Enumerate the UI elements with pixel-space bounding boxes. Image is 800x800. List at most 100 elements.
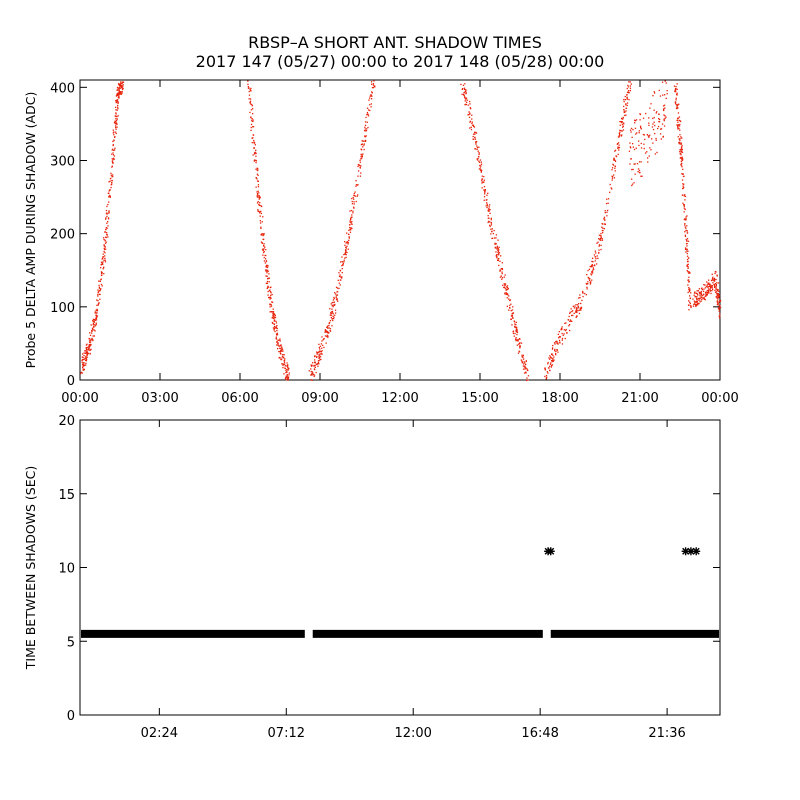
amp-point: [104, 246, 106, 248]
amp-point: [686, 260, 689, 263]
amp-point: [515, 340, 517, 342]
amp-point: [638, 140, 640, 142]
amp-point: [578, 312, 581, 315]
amp-point: [554, 350, 556, 352]
amp-point: [618, 135, 620, 137]
amp-point: [332, 301, 334, 304]
amp-point: [340, 276, 342, 278]
amp-point: [601, 239, 604, 241]
bottom-plot-frame: [79, 419, 721, 716]
amp-point: [511, 315, 513, 317]
amp-point: [712, 276, 714, 278]
amp-point: [649, 107, 651, 109]
amp-point: [686, 258, 689, 261]
amp-point: [112, 154, 115, 156]
top-y-axis-label: Probe 5 DELTA AMP DURING SHADOW (ADC): [23, 92, 38, 369]
amp-point: [491, 228, 493, 230]
amp-point: [116, 93, 119, 96]
amp-point: [93, 325, 95, 328]
amp-point: [120, 85, 122, 87]
amp-point: [267, 286, 269, 288]
amp-point: [501, 271, 503, 273]
amp-point: [475, 143, 477, 145]
amp-point: [104, 252, 106, 254]
amp-point: [324, 329, 327, 331]
amp-point: [588, 268, 591, 270]
amp-point: [112, 152, 114, 154]
amp-point: [657, 125, 660, 128]
amp-point: [616, 143, 618, 145]
amp-point: [588, 276, 590, 279]
amp-point: [82, 367, 84, 369]
amp-point: [719, 300, 721, 302]
amp-point: [266, 287, 269, 289]
amp-point: [524, 362, 526, 364]
amp-point: [612, 163, 614, 165]
amp-point: [471, 122, 473, 125]
amp-point: [272, 311, 275, 313]
amp-point: [316, 355, 318, 358]
amp-point: [638, 161, 641, 163]
amp-point: [589, 265, 591, 268]
amp-point: [468, 116, 471, 118]
amp-point: [677, 125, 679, 127]
amp-point: [504, 287, 506, 289]
amp-point: [685, 238, 687, 241]
amp-point: [497, 239, 499, 241]
amp-point: [711, 285, 713, 287]
amp-point: [96, 316, 98, 318]
amp-point: [97, 291, 99, 294]
amp-point: [371, 92, 373, 94]
amp-point: [267, 285, 269, 287]
amp-point: [621, 122, 623, 124]
amp-point: [276, 332, 278, 334]
amp-point: [81, 359, 83, 361]
amp-point: [579, 307, 581, 309]
amp-point: [718, 300, 721, 302]
amp-point: [501, 277, 504, 279]
amp-point: [685, 229, 687, 232]
amp-point: [708, 283, 710, 285]
amp-point: [337, 291, 339, 293]
amp-point: [343, 253, 345, 256]
amp-point: [319, 350, 321, 352]
amp-point: [569, 311, 571, 313]
amp-point: [713, 284, 716, 286]
amp-point: [371, 87, 374, 89]
amp-point: [276, 341, 278, 343]
amp-point: [481, 182, 483, 184]
amp-point: [366, 128, 368, 130]
amp-point: [342, 262, 344, 265]
amp-point: [515, 330, 517, 332]
amp-point: [255, 186, 257, 188]
amp-point: [709, 285, 711, 288]
amp-point: [80, 372, 82, 375]
amp-point: [331, 305, 333, 307]
amp-point: [601, 226, 603, 228]
amp-point: [594, 260, 596, 262]
amp-point: [106, 213, 108, 215]
amp-point: [266, 282, 269, 284]
amp-point: [698, 288, 700, 290]
amp-point: [108, 196, 110, 198]
amp-point: [342, 264, 344, 266]
amp-point: [98, 287, 100, 289]
amp-point: [631, 168, 633, 171]
amp-point: [575, 316, 578, 318]
amp-point: [270, 297, 272, 299]
amp-point: [338, 275, 341, 278]
amp-point: [524, 366, 527, 368]
amp-point: [474, 136, 476, 139]
amp-point: [655, 112, 657, 114]
amp-point: [716, 274, 718, 276]
amp-point: [632, 146, 634, 148]
amp-point: [255, 177, 257, 179]
amp-point: [95, 322, 97, 324]
top-x-tick-label: 15:00: [461, 391, 498, 406]
amp-point: [276, 325, 278, 327]
amp-point: [500, 275, 502, 277]
amp-point-cluster: [673, 83, 692, 311]
amp-point: [476, 158, 478, 160]
amp-point: [258, 204, 260, 206]
interval-point-band: [312, 629, 543, 638]
